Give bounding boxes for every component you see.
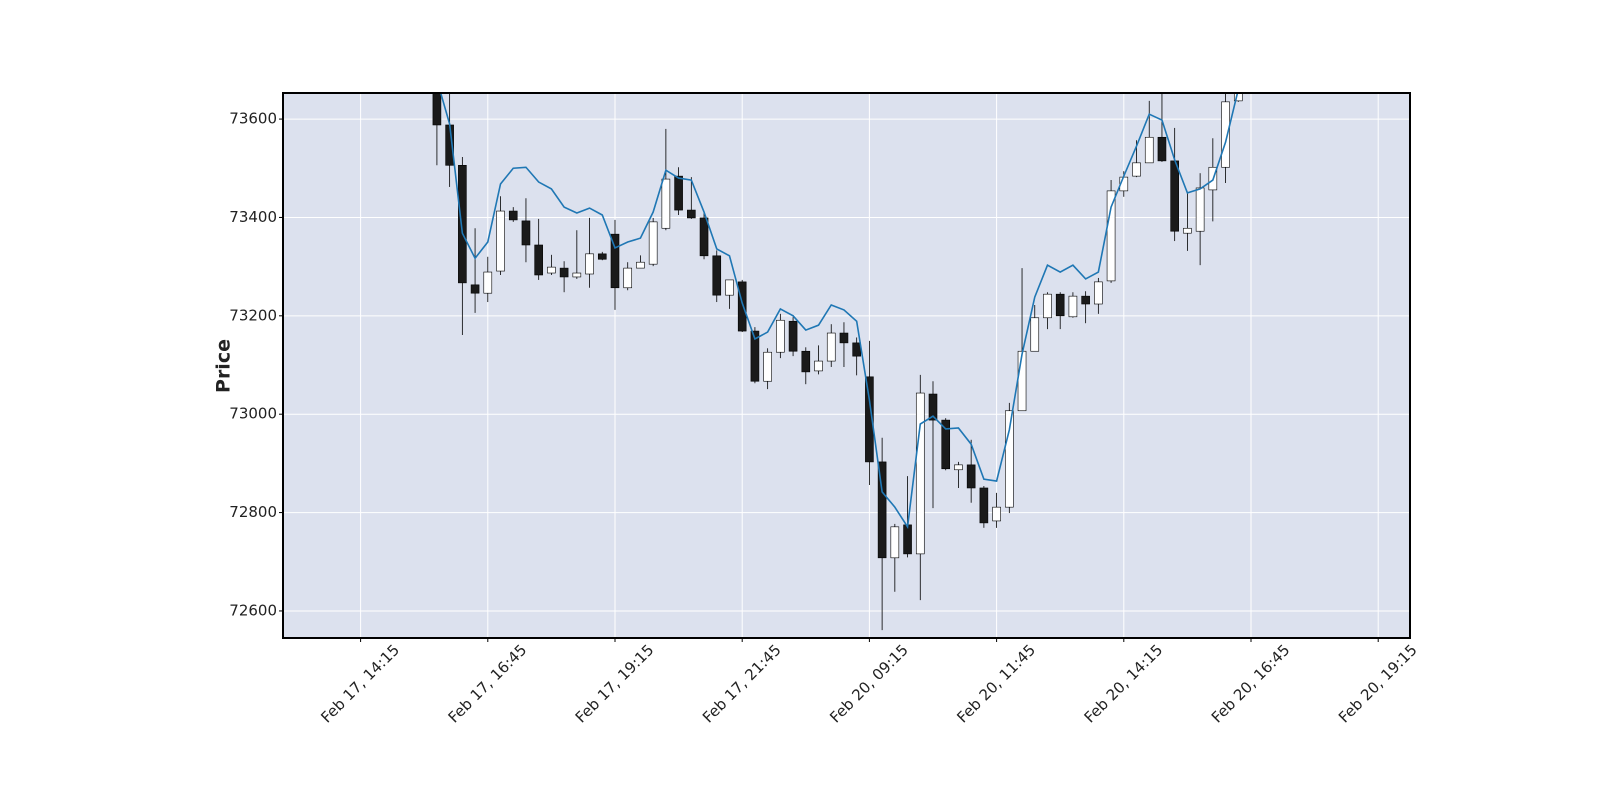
candle-body: [737, 281, 747, 332]
candle-body: [725, 279, 734, 296]
moving-average-line: [439, 93, 1239, 530]
candle-body: [979, 487, 989, 524]
candle-body: [877, 461, 887, 559]
candle-body: [648, 221, 658, 265]
candle-body: [1017, 350, 1027, 412]
y-axis-label: Price: [213, 339, 235, 393]
candle-body: [1183, 227, 1192, 234]
candle-body: [1157, 136, 1167, 162]
candle-body: [585, 253, 594, 275]
candle-body: [903, 524, 912, 555]
candle-body: [1106, 190, 1116, 282]
candle-body: [852, 342, 861, 357]
candle-body: [547, 266, 556, 274]
x-tick-label: Feb 17, 16:45: [445, 641, 531, 727]
candle-body: [915, 392, 925, 555]
candle-body: [1132, 162, 1141, 177]
candle-body: [992, 506, 1001, 522]
x-tick-label: Feb 17, 14:15: [317, 641, 403, 727]
y-tick-label: 72600: [229, 601, 277, 619]
candle-body: [470, 284, 480, 294]
candle-body: [776, 319, 785, 353]
candle-body: [610, 233, 620, 289]
candle-body: [1005, 410, 1014, 508]
candle-body: [1221, 101, 1230, 168]
candle-body: [1081, 295, 1090, 305]
candle-body: [1068, 295, 1078, 318]
x-tick-label: Feb 20, 16:45: [1208, 641, 1294, 727]
candle-body: [559, 267, 569, 278]
candle-body: [1043, 293, 1052, 319]
candle-body: [432, 93, 442, 126]
x-tick-label: Feb 20, 19:15: [1335, 641, 1421, 727]
candle-body: [801, 350, 811, 373]
x-tick-label: Feb 17, 21:45: [699, 641, 785, 727]
x-tick-label: Feb 17, 19:15: [572, 641, 658, 727]
candle-body: [1233, 93, 1243, 102]
plot-frame: [282, 92, 1411, 639]
candle-body: [814, 360, 823, 372]
candle-body: [1030, 317, 1040, 352]
plot-background: [283, 93, 1410, 638]
candle-body: [534, 244, 543, 276]
x-tick-label: Feb 20, 09:15: [826, 641, 912, 727]
y-tick-label: 72800: [229, 503, 277, 521]
y-tick-label: 73600: [229, 110, 277, 128]
candle-body: [1195, 187, 1205, 232]
candle-body: [750, 330, 760, 382]
candle-body: [636, 261, 645, 269]
y-tick-label: 73200: [229, 306, 277, 324]
y-tick-label: 73000: [229, 405, 277, 423]
candle-body: [508, 210, 518, 221]
candle-body: [865, 376, 874, 463]
candle-body: [941, 419, 951, 470]
candle-body: [1094, 281, 1103, 305]
x-tick-label: Feb 20, 11:45: [953, 641, 1039, 727]
candle-body: [674, 175, 683, 211]
candle-body: [763, 351, 772, 382]
plot: [432, 93, 1243, 631]
grid: [283, 93, 1410, 638]
candle-body: [890, 526, 900, 559]
candle-body: [712, 255, 722, 296]
candle-body: [623, 267, 633, 289]
candle-body: [966, 464, 976, 489]
candle-body: [826, 332, 836, 362]
candle-body: [496, 210, 505, 272]
candle-body: [839, 332, 849, 344]
candle-body: [788, 320, 798, 352]
candle-body: [954, 464, 963, 471]
candle-body: [1144, 136, 1154, 164]
candle-body: [687, 209, 696, 219]
candle-body: [483, 271, 493, 294]
candle-body: [928, 393, 938, 421]
candle-body: [699, 217, 709, 257]
candle-body: [661, 178, 671, 229]
x-tick-label: Feb 20, 14:15: [1081, 641, 1167, 727]
candle-body: [521, 220, 531, 246]
candle-body: [572, 272, 582, 278]
y-tick-label: 73400: [229, 208, 277, 226]
candle-body: [458, 165, 467, 284]
candle-body: [1055, 293, 1065, 317]
candle-body: [597, 253, 607, 260]
candle-body: [1170, 160, 1179, 232]
